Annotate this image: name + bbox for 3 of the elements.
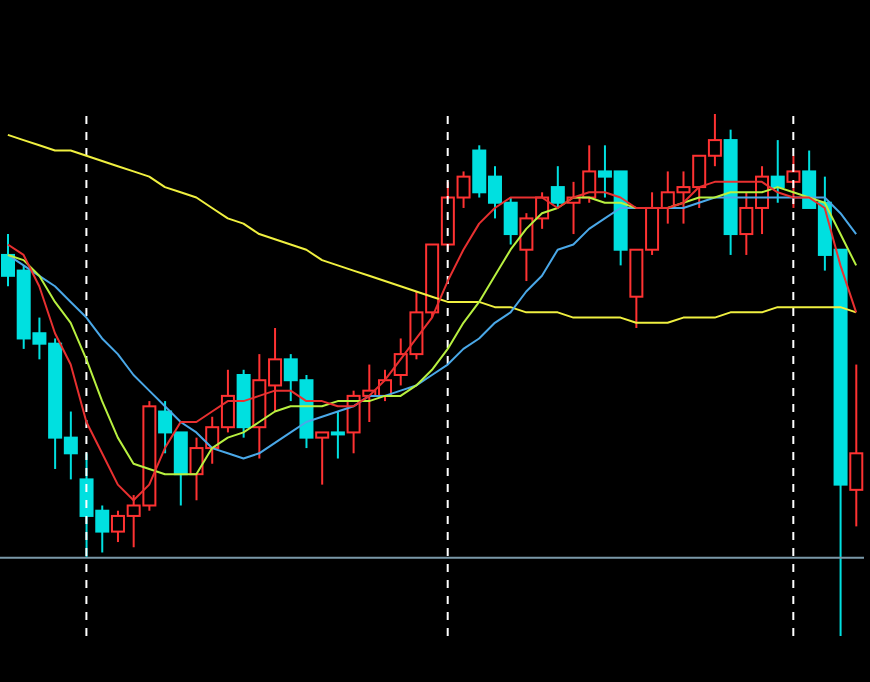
candlestick (566, 180, 581, 236)
candlestick (330, 410, 345, 460)
candlestick (849, 363, 864, 528)
